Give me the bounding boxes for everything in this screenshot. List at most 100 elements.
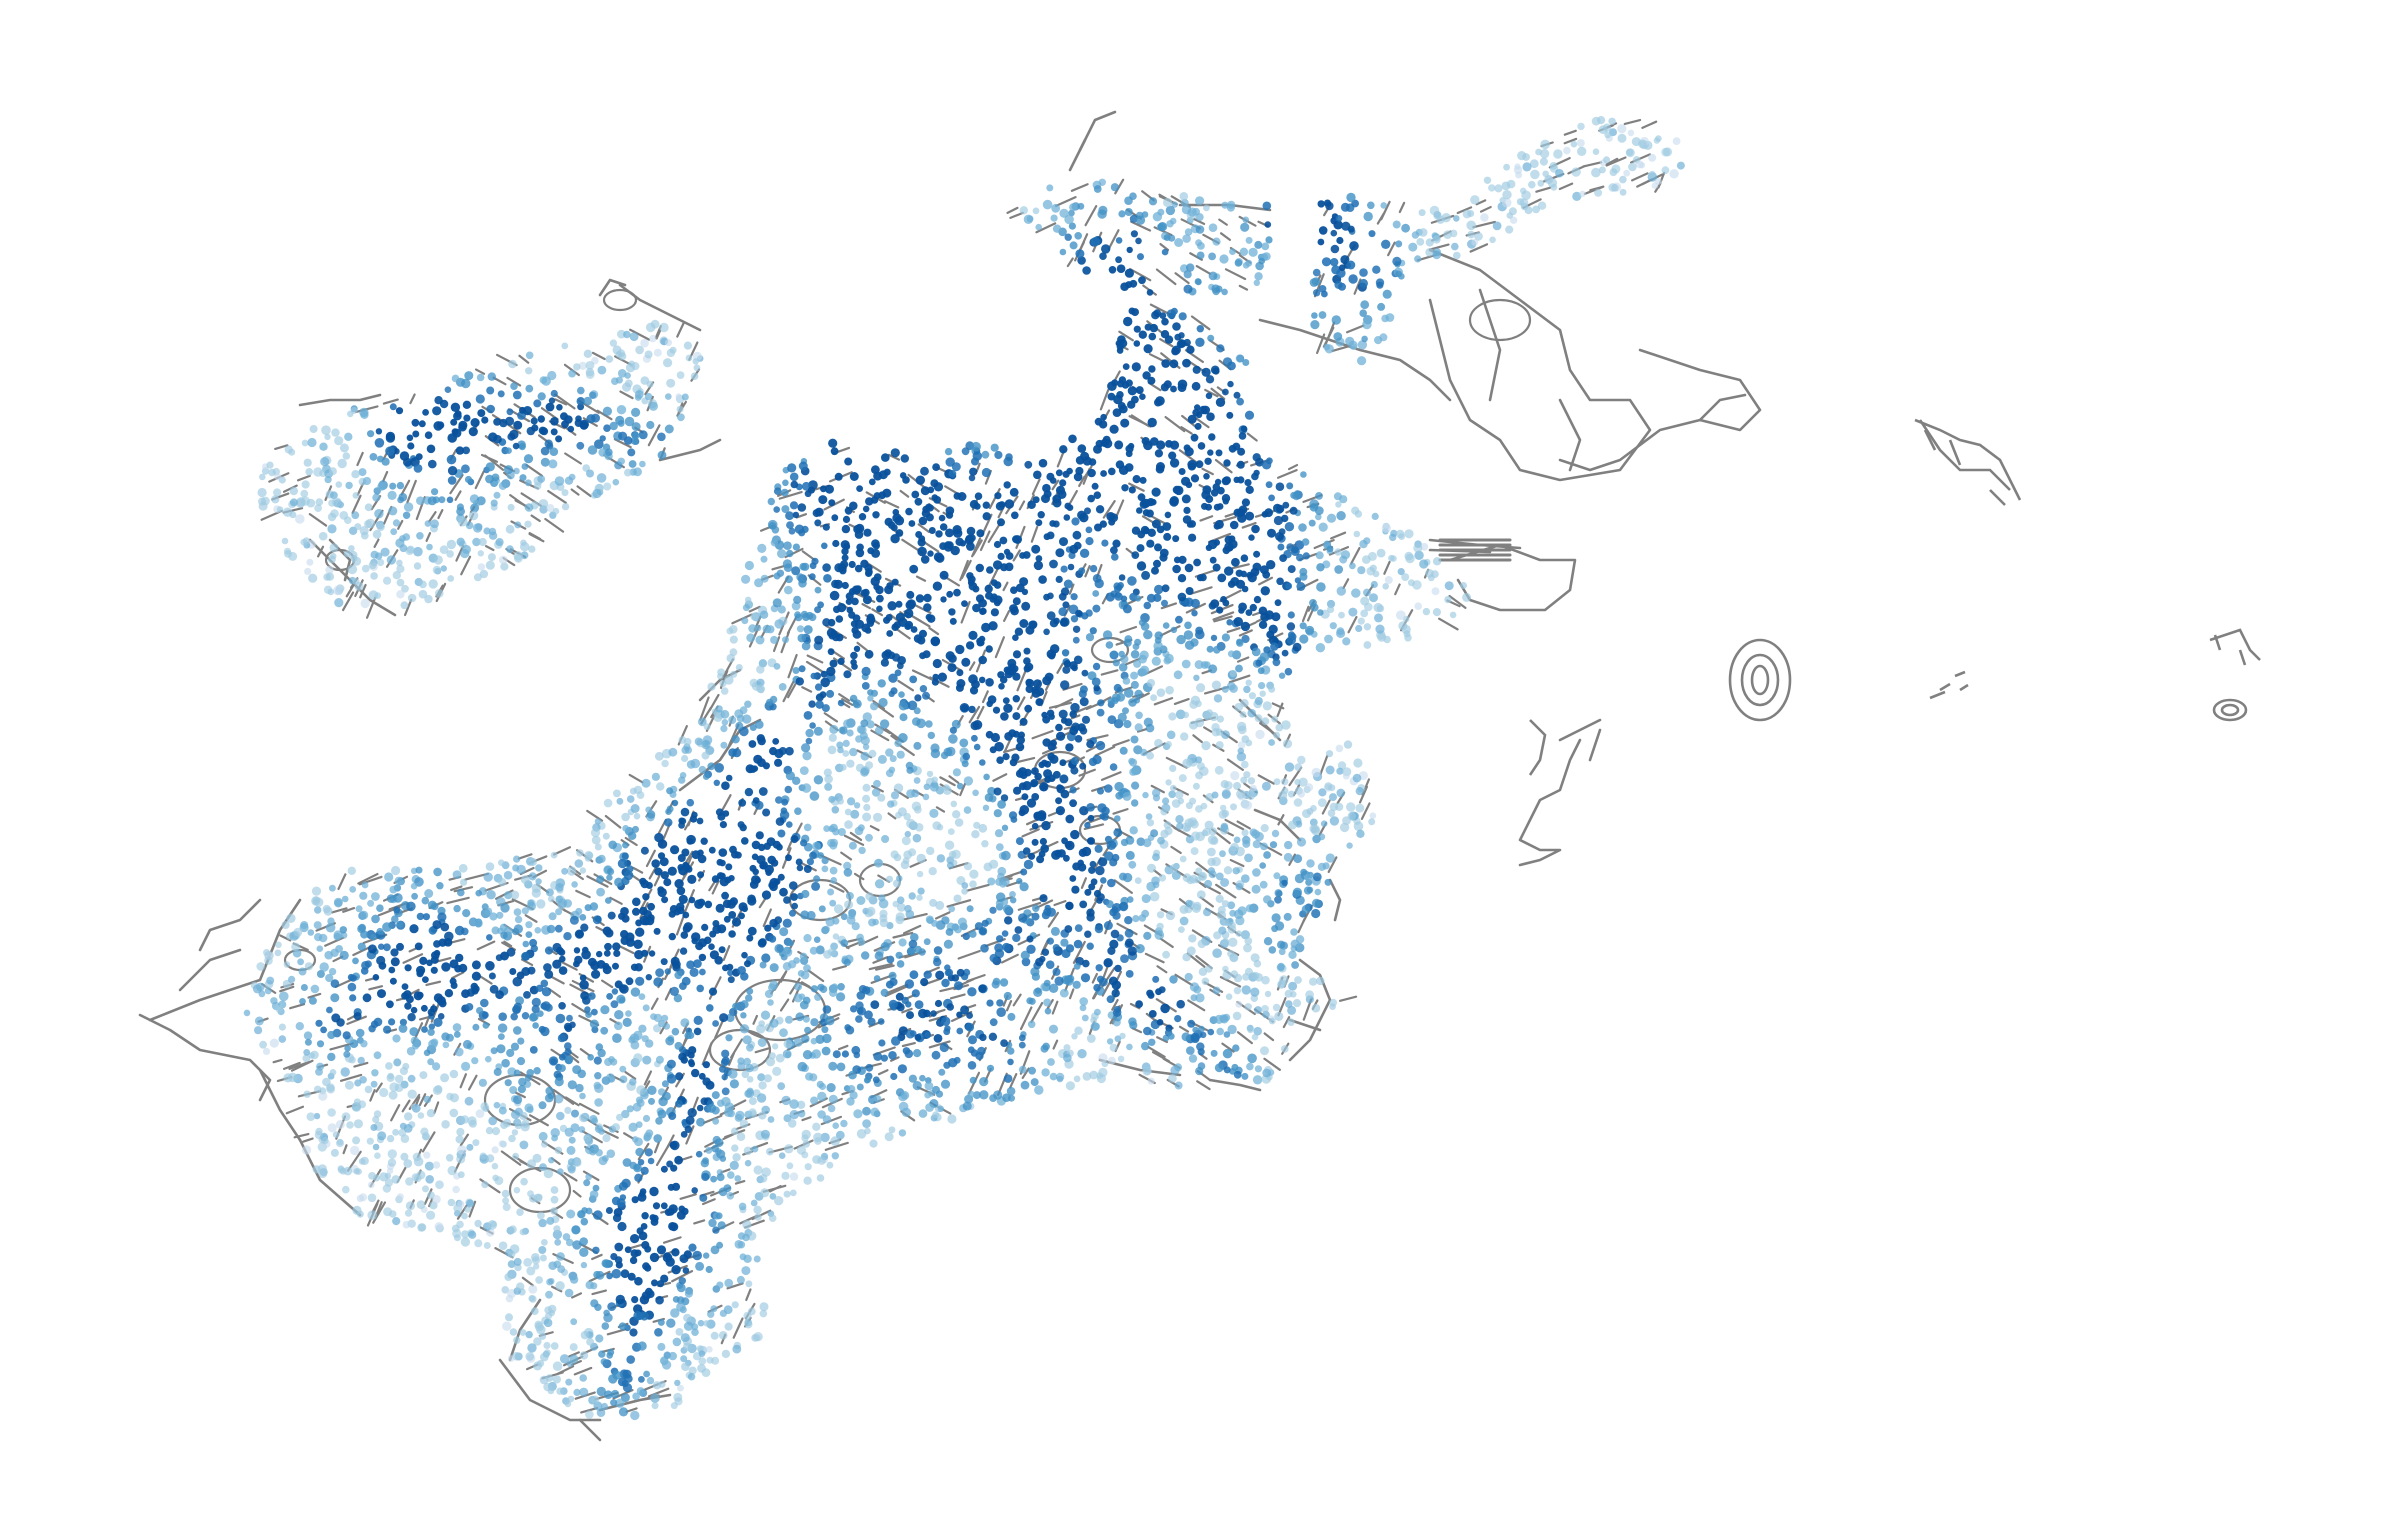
density-point xyxy=(616,797,624,805)
density-point xyxy=(824,782,833,791)
density-point xyxy=(828,1094,838,1104)
density-point xyxy=(809,851,817,860)
density-point xyxy=(433,867,442,877)
density-point xyxy=(676,405,684,413)
density-point xyxy=(1095,505,1105,514)
street-segment xyxy=(409,393,416,405)
density-point xyxy=(1279,554,1287,562)
density-point xyxy=(1009,604,1018,613)
density-point xyxy=(607,1302,617,1311)
density-point xyxy=(489,912,498,921)
density-point xyxy=(888,971,897,980)
street-segment xyxy=(666,1134,675,1148)
street-segment xyxy=(1347,615,1358,634)
density-point xyxy=(646,1376,655,1385)
street-segment xyxy=(1003,739,1012,753)
density-point xyxy=(1128,486,1136,494)
density-point xyxy=(1095,964,1103,972)
density-point xyxy=(1065,814,1075,824)
density-point xyxy=(485,961,495,971)
density-point xyxy=(1284,989,1293,998)
density-point xyxy=(1576,139,1585,147)
density-point xyxy=(396,578,405,587)
density-point xyxy=(830,447,839,456)
density-point xyxy=(880,988,889,997)
density-point xyxy=(821,1046,831,1056)
density-point xyxy=(400,601,409,610)
density-point xyxy=(1012,634,1019,641)
density-point xyxy=(913,1049,922,1058)
street-segment xyxy=(805,660,826,674)
density-point xyxy=(579,1387,589,1397)
density-point xyxy=(966,905,974,913)
density-point xyxy=(499,418,508,428)
density-point xyxy=(612,478,620,486)
density-point xyxy=(1110,929,1120,939)
density-point xyxy=(740,1012,747,1019)
street-segment xyxy=(400,479,411,496)
density-point xyxy=(916,894,923,901)
density-point xyxy=(912,833,922,843)
street-segment xyxy=(1012,549,1021,562)
density-point xyxy=(1317,238,1325,246)
density-point xyxy=(623,870,634,881)
density-point xyxy=(680,1333,690,1343)
density-point xyxy=(341,895,349,903)
park-path-loop xyxy=(1468,298,1532,342)
density-point xyxy=(1550,183,1558,191)
density-point xyxy=(1148,1038,1156,1047)
density-point xyxy=(327,1030,336,1040)
street-segment xyxy=(575,889,591,899)
street-segment xyxy=(1263,1032,1275,1042)
density-point xyxy=(498,555,508,565)
density-point xyxy=(1163,380,1172,389)
density-point xyxy=(539,1332,547,1340)
density-point xyxy=(528,1284,538,1294)
density-point xyxy=(1068,209,1075,217)
density-point xyxy=(1004,732,1013,741)
density-point xyxy=(1118,465,1129,476)
density-point xyxy=(700,1159,709,1168)
density-point xyxy=(860,767,869,777)
density-point xyxy=(629,1161,637,1170)
density-point xyxy=(1050,926,1060,936)
density-point xyxy=(834,472,843,481)
density-point xyxy=(943,939,954,949)
density-point xyxy=(507,1355,515,1362)
density-point xyxy=(387,1149,397,1159)
density-point xyxy=(939,1042,949,1053)
density-point xyxy=(1315,492,1323,500)
street-segment xyxy=(1078,476,1086,488)
density-point xyxy=(1171,201,1178,208)
density-point xyxy=(873,583,880,591)
density-point xyxy=(1055,575,1063,584)
street-segment xyxy=(1056,450,1065,468)
density-point xyxy=(877,1018,885,1025)
density-point xyxy=(981,840,989,848)
street-segment xyxy=(917,523,930,533)
street-segment xyxy=(373,538,380,549)
density-point xyxy=(955,644,965,655)
density-point xyxy=(504,1273,513,1281)
density-point xyxy=(472,1023,480,1031)
street-segment xyxy=(476,940,496,951)
street-segment xyxy=(979,530,991,552)
density-point xyxy=(295,514,305,524)
density-point xyxy=(580,923,589,932)
density-point xyxy=(756,1093,767,1103)
density-point xyxy=(1146,289,1154,296)
coastal-road xyxy=(1208,1078,1262,1092)
density-point xyxy=(1168,790,1176,799)
street-segment xyxy=(1226,627,1241,634)
density-point xyxy=(1638,139,1647,149)
density-point xyxy=(1215,285,1223,293)
density-point xyxy=(1075,456,1085,465)
density-point xyxy=(716,858,724,866)
density-point xyxy=(904,1049,914,1059)
density-point xyxy=(1311,908,1321,919)
density-point xyxy=(359,1193,368,1202)
density-point xyxy=(631,407,641,417)
density-point xyxy=(1100,470,1107,477)
density-point xyxy=(1189,797,1197,805)
density-point xyxy=(795,858,803,866)
